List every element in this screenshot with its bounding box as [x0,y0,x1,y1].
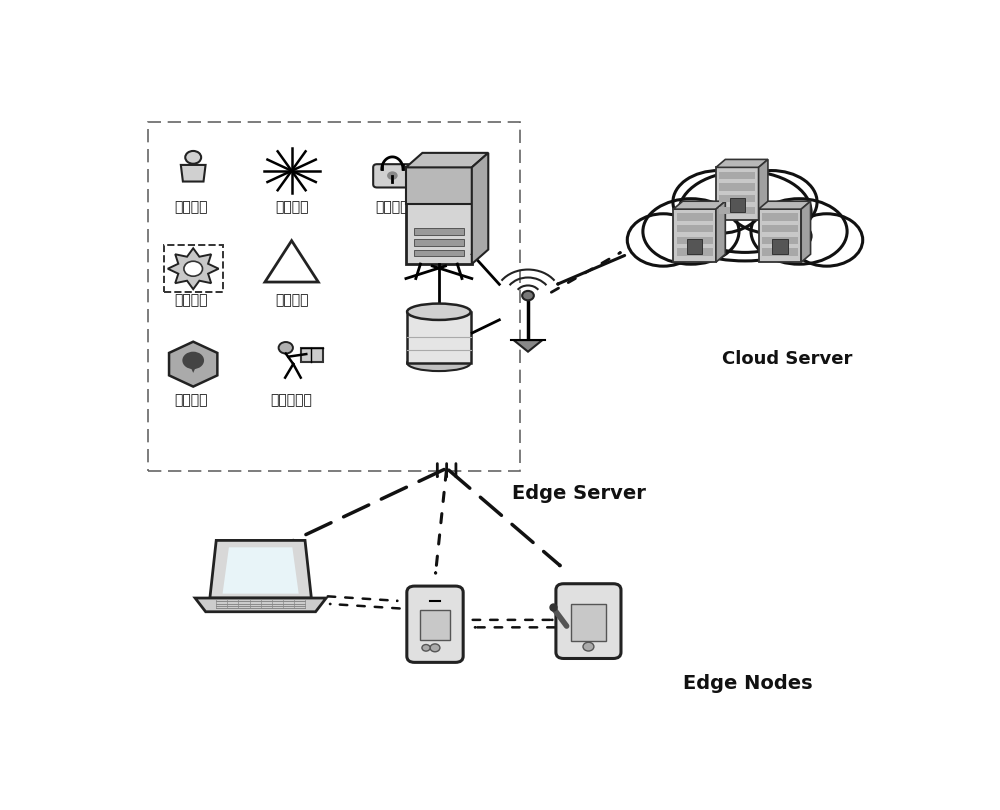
Ellipse shape [751,198,847,264]
Polygon shape [759,160,768,220]
Bar [148,122,520,471]
Circle shape [430,644,440,652]
Circle shape [583,642,594,651]
Ellipse shape [791,214,863,266]
Bar [719,172,755,179]
Circle shape [279,342,293,353]
Ellipse shape [643,198,739,264]
Polygon shape [195,598,326,612]
Bar [762,225,798,232]
Ellipse shape [673,171,764,233]
Polygon shape [801,201,811,262]
FancyBboxPatch shape [407,586,463,663]
Bar [677,225,713,232]
Polygon shape [210,540,311,598]
Circle shape [185,151,201,164]
Bar [759,209,801,262]
Polygon shape [716,201,725,262]
Text: Edge Server: Edge Server [512,484,646,503]
Bar [406,168,472,204]
Text: 声誉查询: 声誉查询 [174,394,208,407]
Text: 声誉存储: 声誉存储 [275,294,308,308]
Text: 声誉更新: 声誉更新 [174,294,208,308]
Bar [762,237,798,244]
Bar [406,168,472,264]
Polygon shape [716,160,768,168]
Polygon shape [673,201,725,209]
Text: 身份审核: 身份审核 [174,200,208,214]
Bar [762,213,798,221]
Circle shape [182,352,204,369]
Polygon shape [223,548,299,594]
Bar [687,240,702,254]
Bar [301,348,323,362]
Text: 声誉计算: 声誉计算 [376,200,409,214]
Ellipse shape [407,304,471,320]
Circle shape [422,645,430,651]
Text: 黑名单管理: 黑名单管理 [271,394,313,407]
Bar [719,207,755,214]
Text: Cloud Server: Cloud Server [722,350,853,368]
Bar [730,198,745,212]
Bar [420,610,450,640]
Bar [772,240,788,254]
Polygon shape [188,360,199,373]
FancyBboxPatch shape [556,584,621,659]
Bar [719,195,755,202]
Bar [677,213,713,221]
Circle shape [387,172,398,180]
Ellipse shape [407,355,471,371]
Bar [677,237,713,244]
Polygon shape [181,165,206,181]
Bar [164,245,223,292]
Circle shape [522,291,534,301]
Ellipse shape [726,171,817,233]
Bar [414,228,464,235]
Ellipse shape [679,171,811,253]
Ellipse shape [627,214,699,266]
Bar [571,603,606,641]
Bar [414,239,464,245]
Ellipse shape [679,211,811,261]
FancyBboxPatch shape [373,164,412,187]
Bar [407,312,471,363]
Text: 性能匹配: 性能匹配 [275,200,308,214]
Bar [716,168,759,220]
Bar [762,249,798,256]
Polygon shape [514,340,542,352]
Polygon shape [169,342,217,386]
Bar [673,209,716,262]
Bar [677,249,713,256]
Bar [719,183,755,190]
Circle shape [184,262,202,276]
Text: Edge Nodes: Edge Nodes [683,674,813,693]
Polygon shape [759,201,811,209]
Polygon shape [168,248,219,289]
Polygon shape [406,153,488,168]
Bar [414,249,464,256]
Polygon shape [472,153,488,264]
